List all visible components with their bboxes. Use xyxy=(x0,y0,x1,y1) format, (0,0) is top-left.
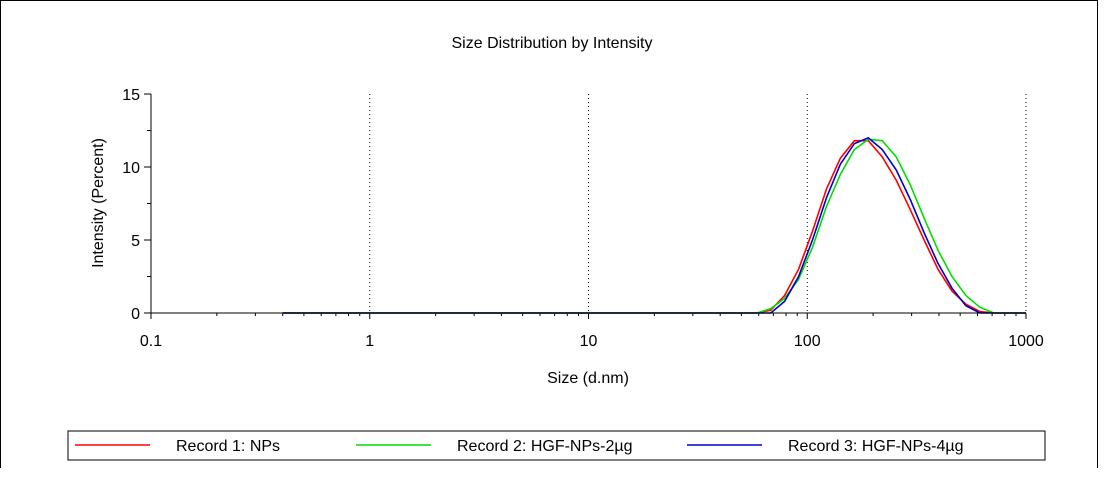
y-axis-ticks: 0 5 10 15 xyxy=(122,87,151,323)
x-tick-label: 0.1 xyxy=(140,333,162,350)
x-tick-label: 1000 xyxy=(1008,333,1044,350)
y-tick-label: 0 xyxy=(131,306,140,323)
x-axis-label: Size (d.nm) xyxy=(547,370,629,387)
chart-frame xyxy=(0,0,1098,468)
series-line-3 xyxy=(282,136,1026,314)
y-tick-label: 15 xyxy=(122,87,140,104)
x-tick-label: 1 xyxy=(365,333,374,350)
x-tick-label: 10 xyxy=(580,333,598,350)
legend-label-3: Record 3: HGF-NPs-4µg xyxy=(788,438,963,455)
chart-title: Size Distribution by Intensity xyxy=(452,35,653,52)
legend: Record 1: NPs Record 2: HGF-NPs-2µg Record… xyxy=(75,438,963,455)
legend-label-2: Record 2: HGF-NPs-2µg xyxy=(457,438,632,455)
legend-label-1: Record 1: NPs xyxy=(176,438,280,455)
legend-box xyxy=(67,430,1046,461)
series-line-2 xyxy=(282,138,1026,314)
series-lines xyxy=(282,136,1026,314)
y-tick-label: 5 xyxy=(131,233,140,250)
series-line-1 xyxy=(282,139,1026,314)
y-axis-label: Intensity (Percent) xyxy=(90,138,107,268)
x-tick-label: 100 xyxy=(794,333,821,350)
grid-lines xyxy=(369,94,1027,313)
y-tick-label: 10 xyxy=(122,160,140,177)
x-axis-ticks: 0.1 1 10 100 1000 xyxy=(140,313,1044,350)
